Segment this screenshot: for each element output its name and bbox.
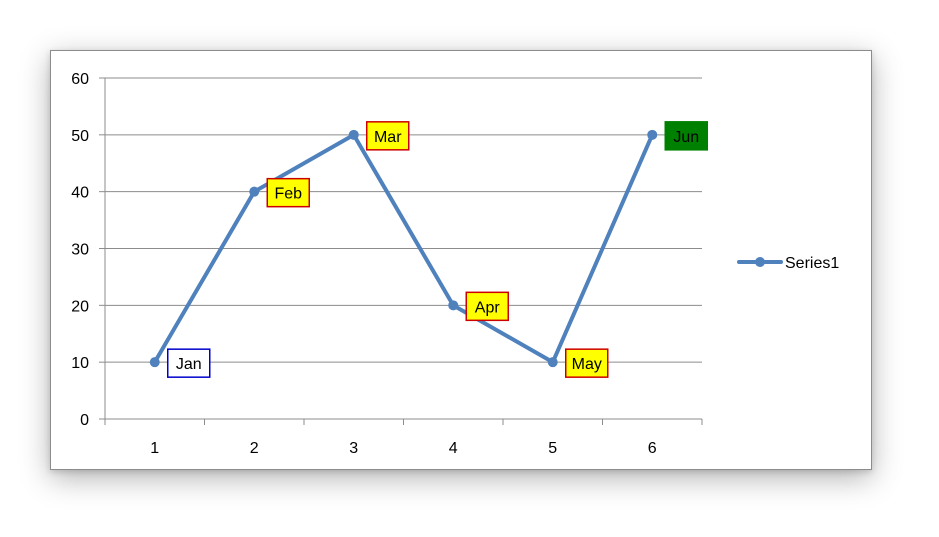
data-label-text: Mar (374, 129, 402, 146)
y-tick-label: 60 (71, 71, 89, 88)
x-tick-label: 5 (548, 440, 557, 457)
y-tick-label: 20 (71, 298, 89, 315)
legend-entry-label: Series1 (785, 255, 839, 272)
x-tick-label: 2 (250, 440, 259, 457)
data-point (647, 129, 658, 140)
y-tick-label: 30 (71, 242, 89, 259)
data-label-box (167, 348, 211, 378)
x-tick-label: 4 (449, 440, 458, 457)
data-label-box (366, 121, 410, 151)
series-layer (149, 129, 658, 368)
chart-frame: 0 10 20 30 40 50 60 1 2 3 4 5 6 Jan Feb Mar Apr May Jun S… (50, 50, 872, 470)
data-label-text: May (572, 356, 602, 373)
x-tick-label: 6 (648, 440, 657, 457)
data-label-text: Feb (274, 186, 302, 203)
data-label-box (664, 121, 708, 151)
y-tick-label: 0 (80, 412, 89, 429)
y-tick-label: 50 (71, 128, 89, 145)
data-label-text: Jun (673, 129, 699, 146)
chart-svg: 0 10 20 30 40 50 60 1 2 3 4 5 6 Jan Feb Mar Apr May Jun S… (71, 71, 839, 457)
data-label-box (266, 177, 310, 208)
data-label-layer: Jan Feb Mar Apr May Jun (167, 121, 708, 378)
x-tick-label: 3 (349, 440, 358, 457)
data-point (348, 129, 359, 140)
data-label-box (465, 291, 509, 322)
data-point (547, 357, 558, 368)
y-tick-label: 10 (71, 355, 89, 372)
data-point (448, 300, 459, 311)
x-tick-label: 1 (150, 440, 159, 457)
legend: Series1 (737, 255, 839, 272)
data-label-text: Apr (475, 299, 501, 316)
data-point (249, 186, 260, 197)
data-point (149, 357, 160, 368)
y-tick-label: 40 (71, 185, 89, 202)
data-label-box (565, 348, 609, 378)
series-line (152, 132, 655, 365)
axis-layer: 0 10 20 30 40 50 60 1 2 3 4 5 6 (71, 71, 703, 457)
data-label-text: Jan (176, 356, 202, 373)
legend-swatch-marker (755, 257, 765, 267)
